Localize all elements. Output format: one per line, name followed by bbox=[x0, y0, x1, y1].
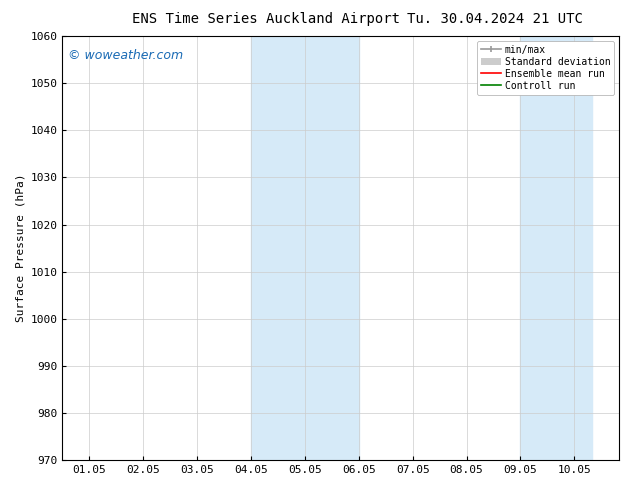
Text: ENS Time Series Auckland Airport: ENS Time Series Auckland Airport bbox=[133, 12, 400, 26]
Bar bbox=[251, 36, 359, 460]
Legend: min/max, Standard deviation, Ensemble mean run, Controll run: min/max, Standard deviation, Ensemble me… bbox=[477, 41, 614, 95]
Bar bbox=[521, 36, 592, 460]
Text: © woweather.com: © woweather.com bbox=[68, 49, 183, 62]
Y-axis label: Surface Pressure (hPa): Surface Pressure (hPa) bbox=[15, 174, 25, 322]
Text: Tu. 30.04.2024 21 UTC: Tu. 30.04.2024 21 UTC bbox=[406, 12, 583, 26]
